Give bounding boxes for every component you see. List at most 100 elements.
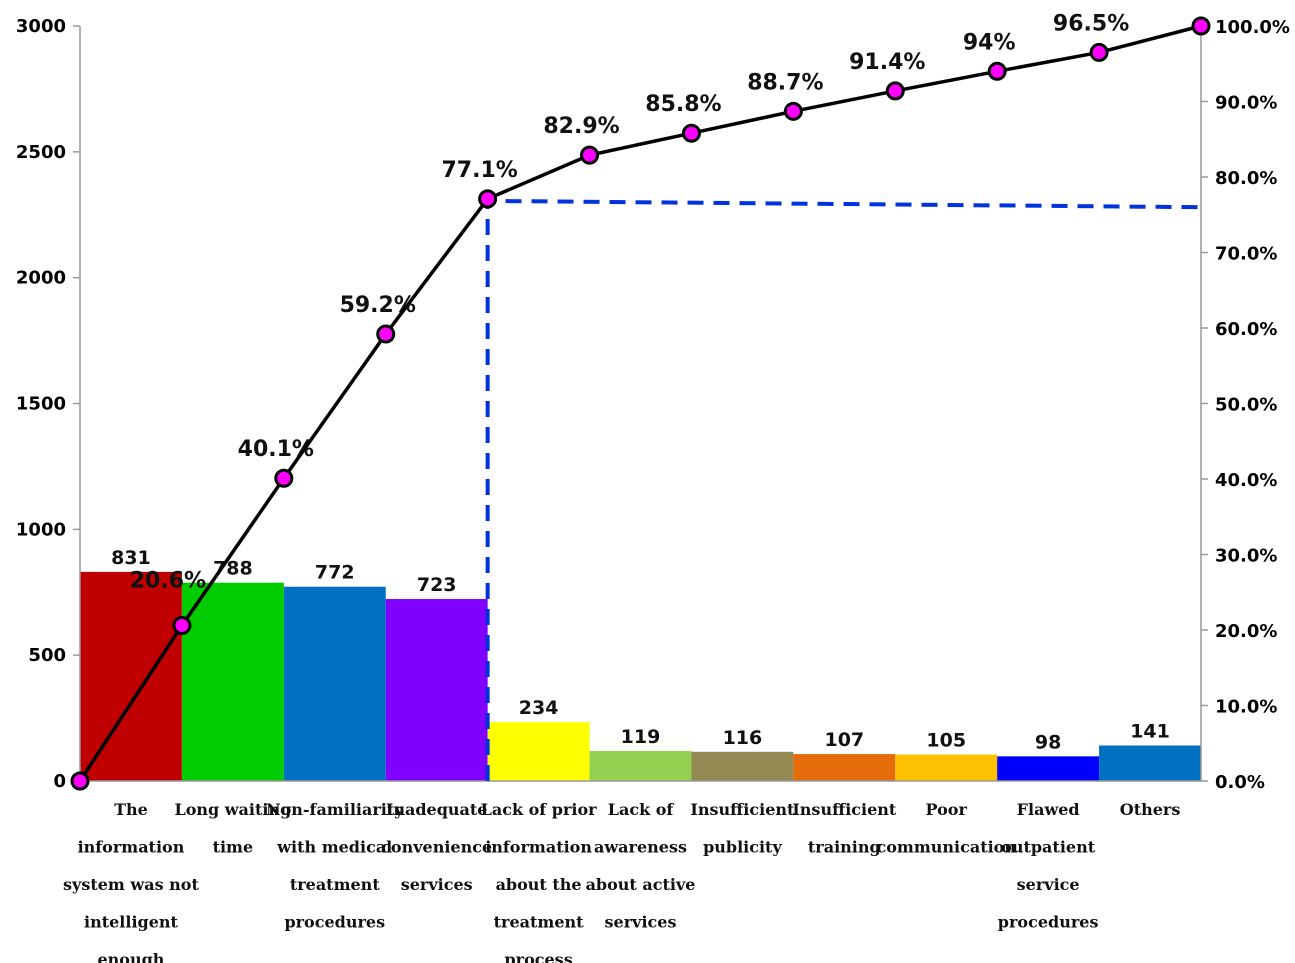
cumulative-point-4 [478, 189, 498, 209]
category-label: enough [97, 950, 164, 963]
bar-value-label: 831 [111, 547, 151, 569]
cumulative-point-2 [274, 468, 294, 488]
cumulative-percent-label: 59.2% [340, 293, 416, 318]
bar-value-label: 772 [315, 562, 355, 584]
category-label: information [485, 838, 592, 857]
bar-value-label: 116 [723, 727, 763, 749]
y2-tick-label: 60.0% [1215, 319, 1277, 340]
cumulative-point-9 [987, 61, 1007, 81]
cumulative-point-5 [580, 145, 600, 165]
category-label: about active [586, 875, 696, 894]
bar-4 [385, 599, 488, 781]
cumulative-percent-label: 94% [963, 30, 1016, 55]
bar-1 [80, 571, 182, 781]
cumulative-percent-label: 40.1% [238, 437, 314, 462]
bar-7 [691, 751, 794, 781]
category-label: time [213, 838, 254, 857]
y-tick-label: 2500 [16, 142, 66, 163]
cumulative-percent-label: 88.7% [747, 70, 823, 95]
y-tick-label: 1000 [16, 519, 66, 540]
category-label: Non-familiarity [266, 800, 404, 819]
cumulative-percent-label: 82.9% [543, 114, 619, 139]
category-label: services [401, 875, 473, 894]
y2-tick-label: 20.0% [1215, 621, 1277, 642]
y-tick-label: 2000 [16, 268, 66, 289]
category-label: communication [876, 838, 1016, 857]
category-label: information [78, 838, 185, 857]
highlight-percent-label: 77.1% [441, 158, 517, 183]
cutoff-dashed-line [485, 198, 1202, 781]
cumulative-point-8 [885, 81, 905, 101]
category-label: training [808, 838, 881, 857]
category-label: about the [496, 875, 582, 894]
category-label: Long waiting [174, 800, 291, 819]
category-label: intelligent [84, 913, 179, 932]
y2-tick-label: 100.0% [1215, 17, 1290, 38]
y2-tick-label: 30.0% [1215, 546, 1277, 567]
bar-value-label: 723 [417, 574, 457, 596]
category-label: Insufficient [792, 800, 897, 819]
category-label: convenience [381, 838, 492, 857]
category-label: outpatient [1001, 838, 1096, 857]
category-label: Flawed [1017, 800, 1080, 819]
y2-tick-label: 70.0% [1215, 244, 1277, 265]
category-label: Inadequate [386, 800, 488, 819]
y-tick-label: 500 [28, 645, 66, 666]
y-tick-label: 3000 [16, 16, 66, 37]
category-label: publicity [703, 838, 782, 857]
cumulative-line [78, 24, 1202, 782]
category-label: Lack of [608, 800, 675, 819]
bar-9 [895, 754, 998, 781]
y2-tick-label: 10.0% [1215, 697, 1277, 718]
bar-11 [1099, 745, 1201, 781]
bar-value-label: 234 [519, 697, 559, 719]
category-label: Poor [926, 800, 968, 819]
cumulative-percent-label: 91.4% [849, 50, 925, 75]
category-label: services [605, 913, 677, 932]
cumulative-percent-label: 20.6% [130, 568, 206, 593]
category-label: The [114, 800, 148, 819]
cumulative-point-6 [681, 123, 701, 143]
cumulative-percent-label: 85.8% [645, 92, 721, 117]
cumulative-point-11 [1191, 16, 1211, 36]
bar-value-label: 141 [1130, 721, 1170, 743]
category-label: treatment [494, 913, 585, 932]
y2-tick-label: 50.0% [1215, 395, 1277, 416]
cumulative-point-3 [376, 324, 396, 344]
bar-value-label: 98 [1035, 731, 1061, 753]
bar-3 [283, 586, 386, 781]
y2-tick-label: 40.0% [1215, 470, 1277, 491]
cumulative-point-1 [172, 615, 192, 635]
category-label: Insufficient [690, 800, 795, 819]
bar-8 [793, 754, 896, 781]
category-label: treatment [290, 875, 381, 894]
category-label: system was not [63, 875, 199, 894]
category-label: procedures [284, 913, 385, 932]
bar-10 [997, 756, 1100, 781]
bar-value-label: 105 [926, 730, 966, 752]
cumulative-point-0 [70, 771, 90, 791]
category-label: procedures [998, 913, 1099, 932]
bar-value-label: 107 [824, 729, 864, 751]
cumulative-point-10 [1089, 42, 1109, 62]
bar-value-label: 788 [213, 558, 253, 580]
category-label: Others [1120, 800, 1181, 819]
category-label: awareness [594, 838, 687, 857]
y-tick-label: 1500 [16, 394, 66, 415]
category-label: Lack of prior [481, 800, 598, 819]
y-tick-label: 0 [53, 771, 66, 792]
y2-tick-label: 0.0% [1215, 772, 1265, 793]
category-label: with medical [276, 838, 392, 857]
bar-2 [181, 582, 284, 781]
category-label: process [504, 950, 572, 963]
bar-value-label: 119 [621, 726, 661, 748]
y2-tick-label: 90.0% [1215, 93, 1277, 114]
bar-5 [487, 722, 590, 781]
cumulative-percent-label: 96.5% [1053, 11, 1129, 36]
y2-tick-label: 80.0% [1215, 168, 1277, 189]
category-label: service [1017, 875, 1080, 894]
bar-6 [589, 751, 692, 781]
cumulative-point-7 [783, 101, 803, 121]
